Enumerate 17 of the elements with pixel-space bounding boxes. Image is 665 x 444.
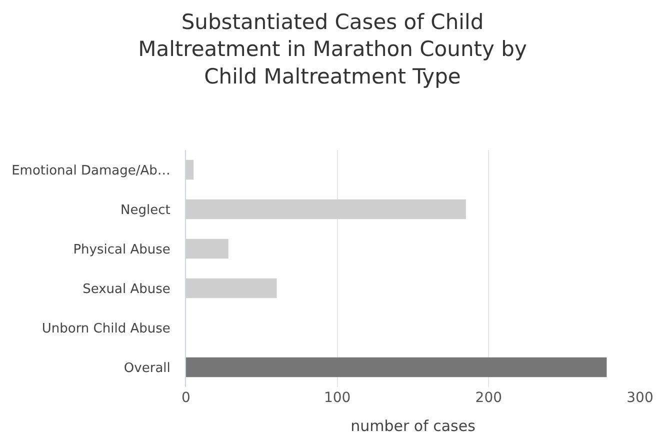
bar	[186, 238, 228, 259]
x-tick-label: 300	[626, 390, 654, 406]
bar	[186, 160, 194, 180]
y-tick-label: Neglect	[120, 202, 170, 218]
y-tick-label: Unborn Child Abuse	[42, 321, 170, 336]
bar	[186, 199, 466, 220]
y-tick-label: Physical Abuse	[73, 242, 170, 258]
chart-title: Substantiated Cases of Child Maltreatment in Marathon County by Child Maltreatment Type	[138, 10, 527, 88]
x-axis-title: number of cases	[350, 417, 476, 435]
y-tick-label: Overall	[124, 360, 170, 376]
bar	[186, 278, 277, 298]
bar	[186, 357, 607, 378]
y-tick-label: Emotional Damage/Ab…	[12, 163, 170, 178]
x-tick-label: 0	[182, 390, 190, 406]
x-tick-label: 200	[475, 390, 502, 406]
y-tick-label: Sexual Abuse	[82, 282, 170, 297]
x-tick-label: 100	[324, 390, 351, 406]
